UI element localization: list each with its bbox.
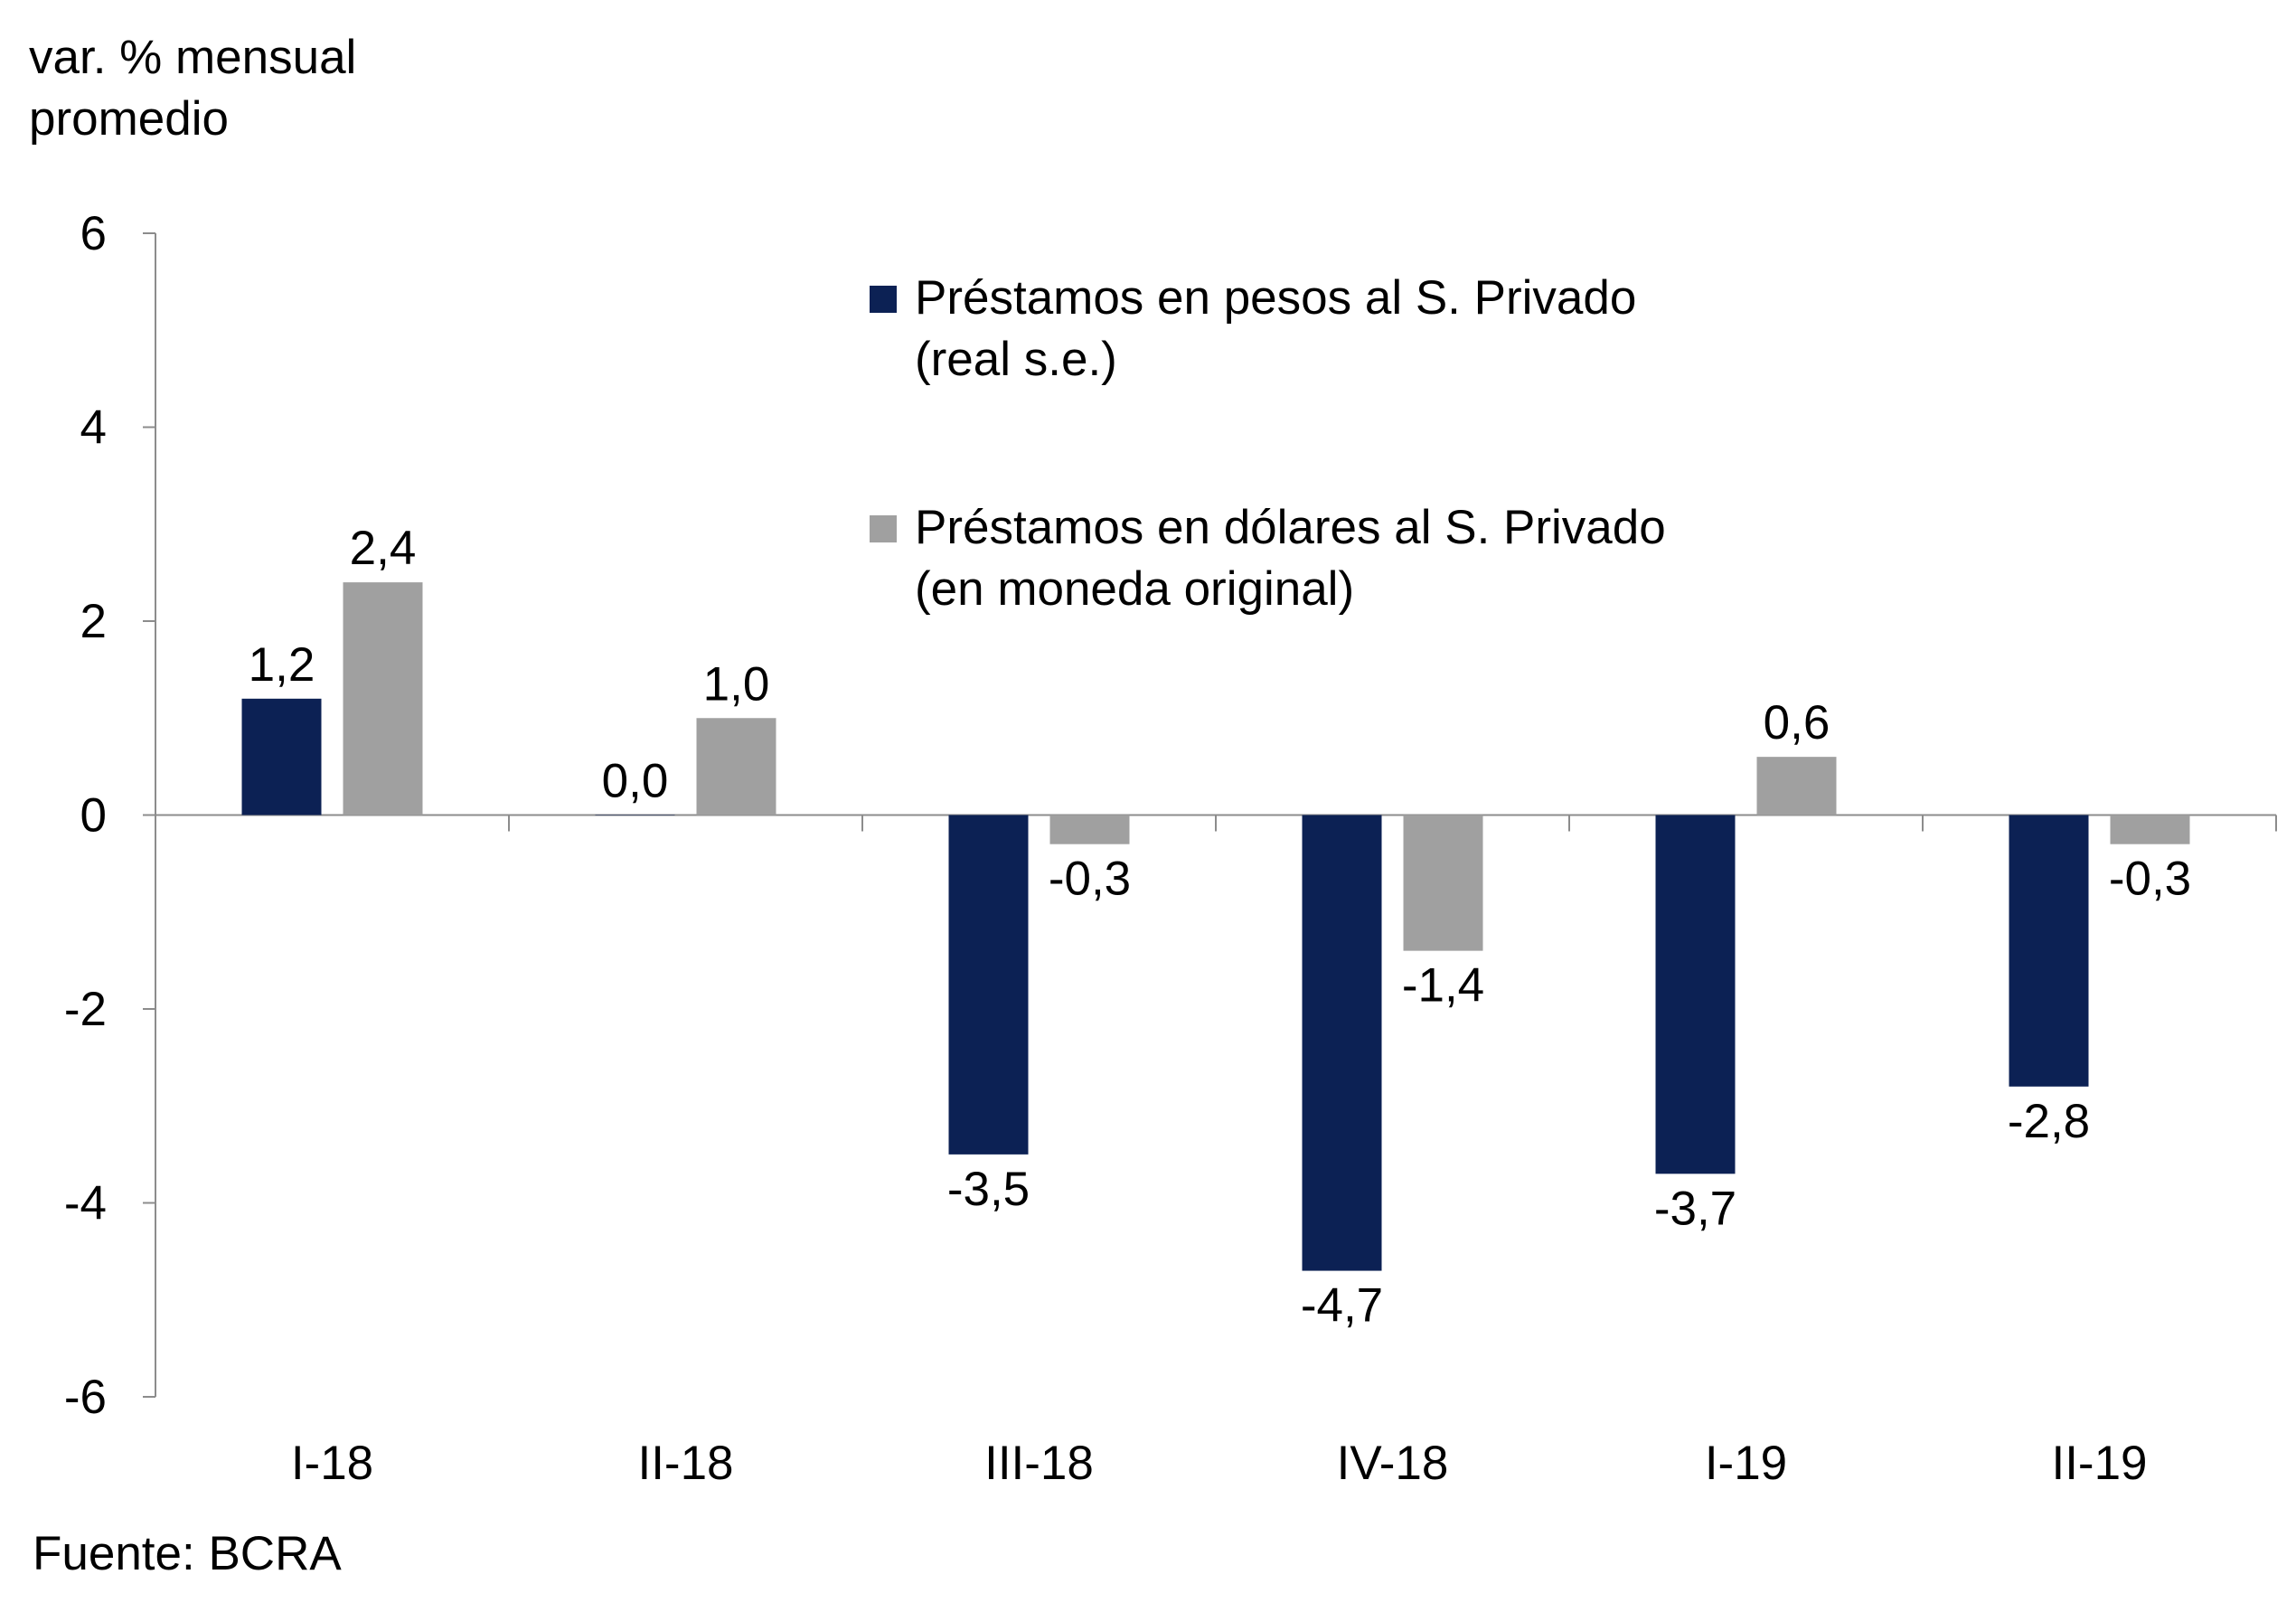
y-axis-label: var. % mensual promedio	[29, 27, 356, 150]
data-label-pesos: 0,0	[602, 755, 669, 808]
bar-dolares	[1403, 815, 1483, 951]
legend-label-dolares-line1: Préstamos en dólares al S. Privado	[915, 501, 1666, 554]
y-tick-label: 6	[80, 207, 107, 260]
data-label-pesos: 1,2	[249, 638, 315, 692]
data-label-dolares: -1,4	[1402, 959, 1484, 1013]
bar-pesos	[596, 815, 675, 816]
data-label-pesos: -4,7	[1301, 1279, 1383, 1333]
x-tick-label: I-19	[1705, 1437, 1787, 1490]
data-label-pesos: -3,5	[947, 1163, 1030, 1216]
legend-swatch-dolares	[870, 515, 897, 542]
y-axis-label-line2: promedio	[29, 92, 229, 146]
bar-dolares	[1049, 815, 1130, 844]
data-label-dolares: 2,4	[350, 522, 417, 575]
source-note: Fuente: BCRA	[33, 1527, 342, 1580]
legend-label-dolares-line2: (en moneda original)	[915, 562, 1355, 616]
data-label-dolares: 0,6	[1764, 696, 1830, 749]
bar-pesos	[1302, 815, 1382, 1271]
legend-label-pesos-line2: (real s.e.)	[915, 333, 1117, 386]
bar-pesos	[2009, 815, 2089, 1087]
y-axis-label-line1: var. % mensual	[29, 31, 357, 84]
x-tick-label: III-18	[984, 1437, 1094, 1490]
x-tick-label: II-18	[637, 1437, 733, 1490]
bar-dolares	[696, 718, 776, 815]
legend-label-pesos-line1: Préstamos en pesos al S. Privado	[915, 271, 1637, 325]
legend-label-pesos: Préstamos en pesos al S. Privado (real s…	[915, 268, 1636, 391]
bar-dolares	[343, 582, 423, 815]
bar-pesos	[948, 815, 1029, 1155]
data-label-dolares: -0,3	[1049, 853, 1131, 906]
bar-pesos	[241, 698, 322, 815]
y-tick-label: 0	[80, 789, 107, 843]
x-tick-label: IV-18	[1337, 1437, 1449, 1490]
data-label-dolares: 1,0	[703, 657, 770, 711]
legend-label-dolares: Préstamos en dólares al S. Privado (en m…	[915, 497, 1666, 620]
data-label-pesos: -3,7	[1654, 1182, 1736, 1235]
y-tick-label: -6	[64, 1371, 107, 1424]
y-tick-label: -2	[64, 983, 107, 1036]
x-tick-label: I-18	[291, 1437, 373, 1490]
y-tick-label: -4	[64, 1177, 107, 1230]
y-tick-label: 2	[80, 595, 107, 648]
data-label-dolares: -0,3	[2109, 853, 2191, 906]
x-tick-label: II-19	[2051, 1437, 2147, 1490]
legend-swatch-pesos	[870, 286, 897, 313]
bar-dolares	[1756, 757, 1837, 815]
bar-pesos	[1655, 815, 1736, 1174]
bar-dolares	[2110, 815, 2190, 844]
y-tick-label: 4	[80, 401, 107, 455]
data-label-pesos: -2,8	[2008, 1095, 2090, 1148]
